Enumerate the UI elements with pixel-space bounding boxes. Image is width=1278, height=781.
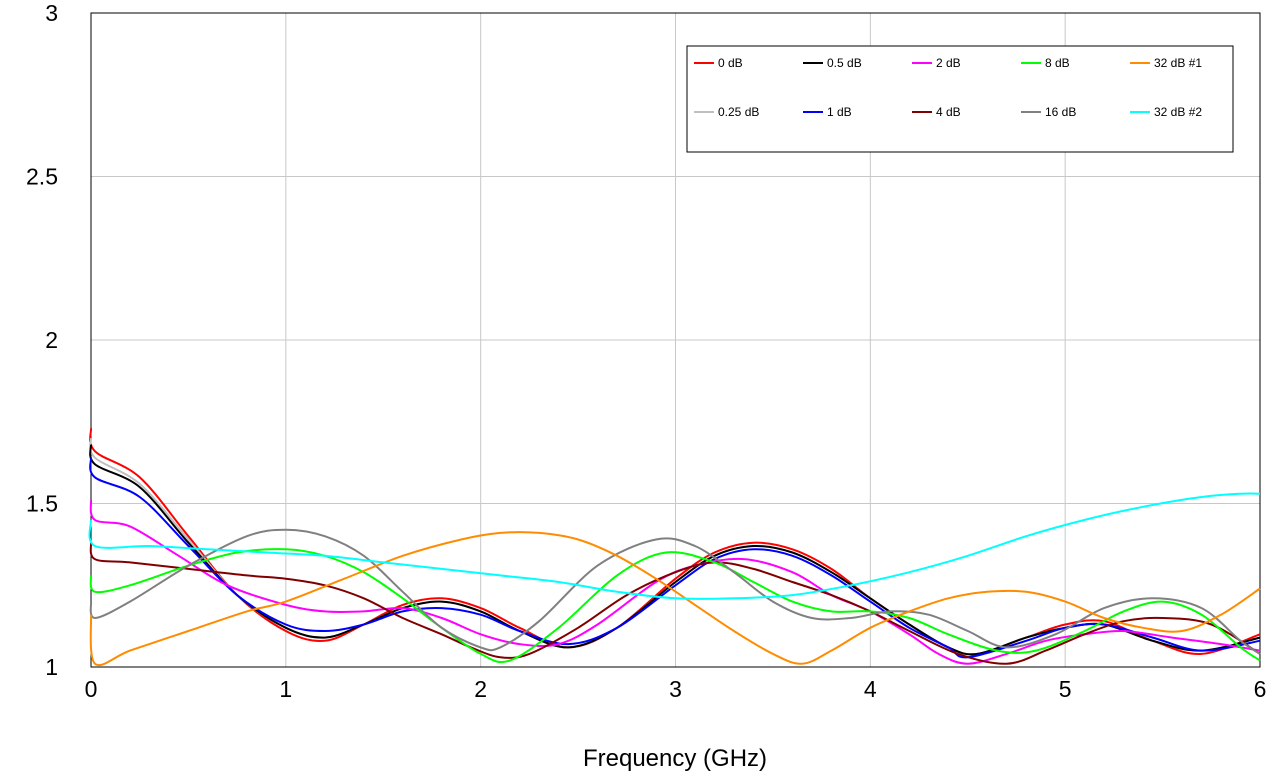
series-line-0-5-db [89, 444, 1261, 656]
legend-label-4-db: 4 dB [936, 105, 961, 119]
x-tick-label: 4 [864, 676, 877, 702]
y-tick-label: 2 [45, 327, 58, 353]
x-tick-label: 0 [85, 676, 98, 702]
series-line-32-db-2 [88, 492, 1261, 600]
series-line-1-db [89, 457, 1261, 659]
x-axis-title: Frequency (GHz) [583, 745, 767, 772]
legend-label-8-db: 8 dB [1045, 56, 1070, 70]
x-axis-tick-labels: 0 1 2 3 4 5 6 [85, 676, 1267, 702]
plot-area-frame [90, 12, 1261, 668]
legend-label-32-db-2: 32 dB #2 [1154, 105, 1202, 119]
series-line-8-db [89, 548, 1261, 664]
y-tick-label: 3 [45, 0, 58, 26]
legend: 0 dB 0.5 dB 2 dB 8 dB 32 dB #1 0.25 dB 1 dB 4 d… [686, 45, 1234, 153]
legend-label-0-5-db: 0.5 dB [827, 56, 862, 70]
x-tick-label: 5 [1059, 676, 1072, 702]
x-tick-label: 6 [1254, 676, 1267, 702]
legend-label-1-db: 1 dB [827, 105, 852, 119]
legend-label-0-25-db: 0.25 dB [718, 105, 759, 119]
series-line-16-db [89, 528, 1261, 655]
y-tick-label: 2.5 [26, 164, 58, 190]
series-line-32-db-1 [89, 531, 1261, 667]
legend-label-16-db: 16 dB [1045, 105, 1076, 119]
x-tick-label: 1 [279, 676, 292, 702]
series-layer [88, 428, 1261, 667]
x-tick-label: 2 [474, 676, 487, 702]
legend-label-0-db: 0 dB [718, 56, 743, 70]
y-axis-tick-labels: 1 1.5 2 2.5 3 [26, 0, 58, 680]
x-tick-label: 3 [669, 676, 682, 702]
y-tick-label: 1 [45, 654, 58, 680]
legend-label-32-db-1: 32 dB #1 [1154, 56, 1202, 70]
y-tick-label: 1.5 [26, 491, 58, 517]
series-line-4-db [89, 542, 1261, 665]
legend-label-2-db: 2 dB [936, 56, 961, 70]
